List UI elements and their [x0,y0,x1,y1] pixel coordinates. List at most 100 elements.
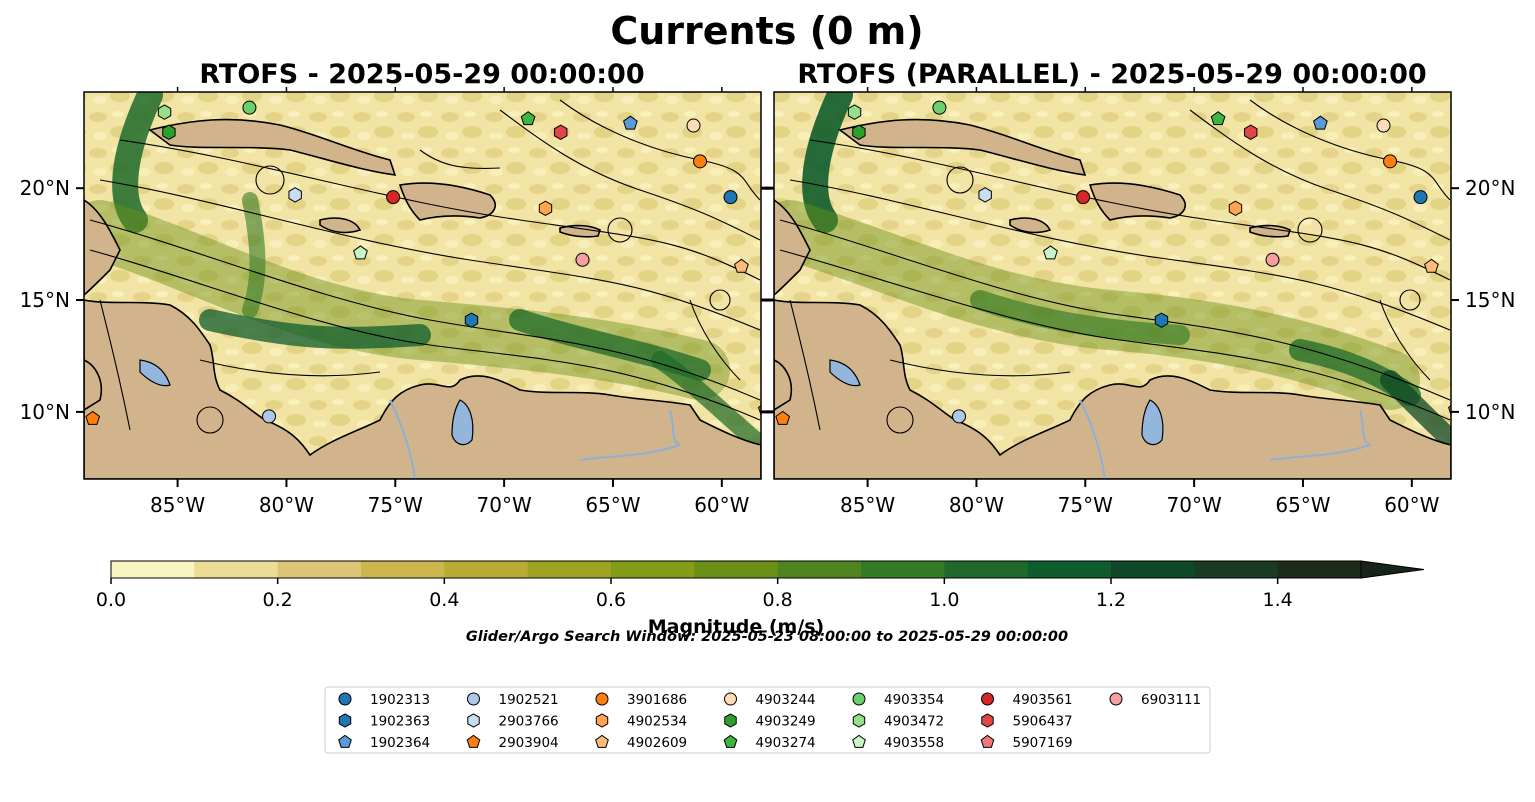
float-marker-4903561 [1076,190,1091,205]
legend-marker-4903558 [852,734,866,748]
float-marker-4903558 [353,245,368,260]
legend-label-4903472: 4903472 [884,714,944,730]
colorbar: 0.0 0.2 0.4 0.6 0.8 1.0 1.2 1.4 Magnitude (m/s) [96,560,1425,638]
legend-label-5907169: 5907169 [1013,735,1073,751]
colorbar-label: Magnitude (m/s) [648,616,825,638]
x-tick-label: 80°W [949,493,1004,517]
float-marker-1902363 [464,312,479,328]
legend-marker-4903244 [724,692,737,706]
x-tick-label: 80°W [259,493,314,517]
colorbar-band [1277,561,1362,578]
float-marker-4902534 [1228,200,1243,217]
colorbar-tick-label: 0.6 [596,589,626,611]
legend-marker-1902521 [467,692,480,706]
float-marker-4902609 [734,258,749,273]
float-marker-3901686 [693,154,708,169]
legend-label-4903249: 4903249 [756,714,816,730]
colorbar-band [777,561,862,578]
x-tick-label: 65°W [585,493,640,517]
colorbar-ticks: 0.0 0.2 0.4 0.6 0.8 1.0 1.2 1.4 [96,578,1293,611]
legend-marker-1902363 [338,713,352,728]
map-area-rtofs-parallel [774,92,1451,479]
float-marker-1902521 [262,409,277,424]
float-markers-rtofs [85,100,761,425]
legend-label-4902534: 4902534 [627,714,687,730]
float-marker-4902609 [1424,258,1439,273]
legend-marker-4903472 [852,713,866,728]
float-markers-rtofs-parallel [775,100,1451,425]
legend-marker-4903561 [981,692,994,706]
float-marker-4903354 [932,100,947,115]
map-panel-rtofs: RTOFS - 2025-05-29 00:00:00 [20,59,769,517]
legend-marker-5906437 [981,713,994,728]
lakes [139,359,474,446]
float-marker-1902313 [1413,190,1428,205]
x-tick-label: 60°W [694,493,749,517]
legend-marker-4903249 [724,713,737,728]
float-marker-4903558 [1043,245,1058,260]
panel-title-rtofs: RTOFS - 2025-05-29 00:00:00 [199,59,644,90]
x-axis-rtofs: 85°W 80°W 75°W 70°W 65°W 60°W [150,87,750,517]
colorbar-band [527,561,612,578]
x-tick-label: 85°W [150,493,205,517]
legend-marker-3901686 [595,692,609,706]
colorbar-band [1027,561,1112,578]
map-frame-rtofs [83,91,762,480]
legend-marker-2903766 [467,713,480,728]
legend-marker-6903111 [1109,692,1123,706]
legend-marker-1902313 [338,692,352,706]
colorbar-band [944,561,1029,578]
legend-label-2903766: 2903766 [499,714,559,730]
colorbar-bands [111,560,1425,579]
colorbar-outline [110,560,1362,579]
colorbar-band [1111,561,1195,578]
colorbar-band [694,561,779,578]
legend-label-1902313: 1902313 [370,692,430,708]
y-tick-label: 20°N [1465,176,1515,200]
rivers [389,399,681,479]
legend-marker-4902609 [595,734,609,748]
colorbar-band [611,561,695,578]
y-tick-label: 10°N [20,400,70,424]
legend-marker-4903354 [852,692,866,706]
float-marker-1902364 [623,115,638,130]
x-tick-label: 70°W [477,493,532,517]
legend-label-6903111: 6903111 [1141,692,1201,708]
rivers [1079,399,1371,479]
float-marker-2903766 [288,187,302,203]
float-marker-5906437 [1244,124,1258,140]
x-tick-label: 75°W [1058,493,1113,517]
colorbar-tick-label: 0.8 [763,589,793,611]
float-marker-4903472 [847,104,862,120]
legend-label-4903561: 4903561 [1013,692,1073,708]
x-tick-label: 85°W [840,493,895,517]
float-marker-5906437 [554,124,568,140]
legend-label-4903274: 4903274 [756,735,816,751]
x-tick-label: 75°W [368,493,423,517]
x-tick-label: 70°W [1167,493,1222,517]
lakes [829,359,1164,446]
y-tick-label: 15°N [20,288,70,312]
map-area-rtofs [84,92,761,479]
float-marker-4903274 [1210,111,1226,126]
legend-label-4903244: 4903244 [756,692,816,708]
colorbar-extend-arrow [1360,560,1425,579]
float-marker-4903561 [386,190,401,205]
float-marker-4903274 [520,111,536,126]
legend-marker-2903904 [466,734,481,748]
float-marker-4903249 [852,124,866,140]
colorbar-tick-label: 1.4 [1263,589,1293,611]
legend-label-5906437: 5906437 [1013,714,1073,730]
x-tick-label: 65°W [1275,493,1330,517]
y-axis-rtofs: 10°N 15°N 20°N [20,176,769,424]
float-marker-4903472 [157,104,172,120]
y-tick-label: 20°N [20,176,70,200]
colorbar-tick-label: 1.2 [1096,589,1126,611]
float-marker-4903244 [686,118,701,133]
legend-label-1902521: 1902521 [499,692,559,708]
map-panel-rtofs-parallel: RTOFS (PARALLEL) - 2025-05-29 00:00:00 [766,59,1515,517]
float-marker-4902534 [538,200,553,217]
float-marker-2903904 [775,410,791,425]
colorbar-tick-label: 0.4 [429,589,459,611]
